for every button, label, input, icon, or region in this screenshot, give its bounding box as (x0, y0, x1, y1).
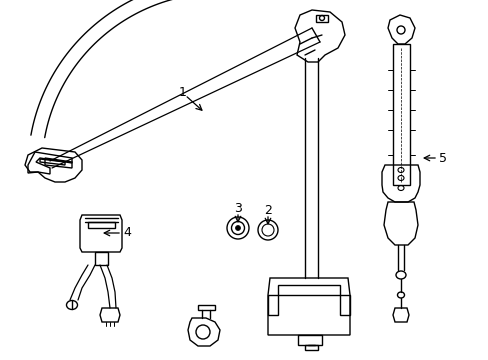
Text: 3: 3 (234, 202, 242, 215)
Ellipse shape (235, 225, 240, 230)
Text: 5: 5 (438, 152, 446, 165)
Text: 2: 2 (264, 203, 271, 216)
Text: 4: 4 (123, 226, 131, 239)
Text: 1: 1 (179, 85, 186, 99)
